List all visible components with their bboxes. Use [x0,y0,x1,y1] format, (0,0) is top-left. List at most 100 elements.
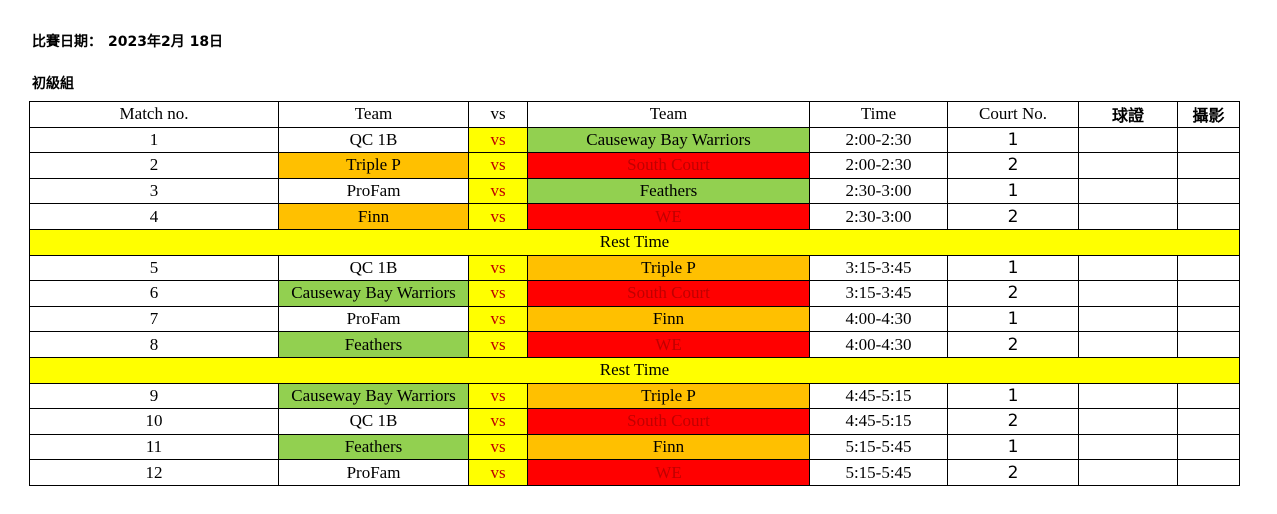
court-number-cell: 2 [947,331,1079,358]
vs-cell: vs [468,459,528,486]
match-row: 9 Causeway Bay Warriors vs Triple P 4:45-5:1… [29,382,1240,410]
match-row: 5 QC 1B vs Triple P 3:15-3:45 1 [29,254,1240,282]
time-cell: 5:15-5:45 [809,433,948,461]
match-number-cell: 8 [29,331,279,358]
team-2-cell: South Court [527,152,810,179]
team-1-cell: QC 1B [278,126,469,154]
referee-cell [1078,331,1178,358]
match-row: 11 Feathers vs Finn 5:15-5:45 1 [29,433,1240,461]
team-2-cell: South Court [527,408,810,435]
referee-cell [1078,254,1178,282]
team-2-cell: Feathers [527,177,810,205]
photography-cell [1177,152,1240,179]
photography-cell [1177,382,1240,410]
team-1-cell: Triple P [278,152,469,179]
vs-cell: vs [468,305,528,333]
court-number-cell: 2 [947,408,1079,435]
team-2-cell: Finn [527,433,810,461]
photography-cell [1177,459,1240,486]
referee-cell [1078,382,1178,410]
photography-cell [1177,177,1240,205]
court-number-cell: 2 [947,203,1079,230]
team-1-cell: Feathers [278,433,469,461]
vs-cell: vs [468,382,528,410]
rest-time-row: Rest Time [29,228,1240,256]
team-1-cell: ProFam [278,459,469,486]
team-1-cell: ProFam [278,305,469,333]
team-2-cell: Triple P [527,254,810,282]
team-1-cell: Feathers [278,331,469,358]
match-number-cell: 6 [29,280,279,307]
time-cell: 2:00-2:30 [809,126,948,154]
court-number-cell: 2 [947,459,1079,486]
vs-cell: vs [468,433,528,461]
photography-cell [1177,331,1240,358]
photography-cell [1177,433,1240,461]
match-number-cell: 11 [29,433,279,461]
referee-cell [1078,280,1178,307]
referee-cell [1078,433,1178,461]
photography-cell [1177,126,1240,154]
col-header-time: Time [809,101,948,128]
match-number-cell: 2 [29,152,279,179]
rest-time-label: Rest Time [29,228,1240,256]
court-number-cell: 2 [947,152,1079,179]
vs-cell: vs [468,177,528,205]
referee-cell [1078,459,1178,486]
time-cell: 3:15-3:45 [809,254,948,282]
time-cell: 4:45-5:15 [809,408,948,435]
match-date-label: 比賽日期： [32,34,102,50]
time-cell: 4:00-4:30 [809,305,948,333]
court-number-cell: 1 [947,433,1079,461]
court-number-cell: 1 [947,382,1079,410]
court-number-cell: 1 [947,305,1079,333]
team-2-cell: Causeway Bay Warriors [527,126,810,154]
col-header-vs: vs [468,101,528,128]
team-2-cell: Triple P [527,382,810,410]
match-row: 3 ProFam vs Feathers 2:30-3:00 1 [29,177,1240,205]
match-date-value: 2023年2月 18日 [108,34,224,50]
match-number-cell: 12 [29,459,279,486]
vs-cell: vs [468,331,528,358]
team-2-cell: South Court [527,280,810,307]
team-2-cell: WE [527,203,810,230]
photography-cell [1177,280,1240,307]
photography-cell [1177,408,1240,435]
team-1-cell: Finn [278,203,469,230]
referee-cell [1078,203,1178,230]
col-header-photography: 攝影 [1177,101,1240,128]
col-header-match-no: Match no. [29,101,279,128]
team-2-cell: WE [527,459,810,486]
time-cell: 5:15-5:45 [809,459,948,486]
photography-cell [1177,305,1240,333]
match-row: 10 QC 1B vs South Court 4:45-5:15 2 [29,408,1240,435]
vs-cell: vs [468,280,528,307]
team-1-cell: Causeway Bay Warriors [278,280,469,307]
match-number-cell: 10 [29,408,279,435]
group-title: 初級組 [32,76,74,92]
rest-time-row: Rest Time [29,356,1240,384]
schedule-body: 1 QC 1B vs Causeway Bay Warriors 2:00-2:30 1 2… [29,126,1240,486]
match-date: 比賽日期： 2023年2月 18日 [32,31,229,51]
team-1-cell: QC 1B [278,408,469,435]
col-header-referee: 球證 [1078,101,1178,128]
match-number-cell: 1 [29,126,279,154]
time-cell: 3:15-3:45 [809,280,948,307]
match-number-cell: 7 [29,305,279,333]
vs-cell: vs [468,203,528,230]
rest-time-label: Rest Time [29,356,1240,384]
photography-cell [1177,203,1240,230]
team-2-cell: Finn [527,305,810,333]
time-cell: 4:00-4:30 [809,331,948,358]
referee-cell [1078,126,1178,154]
referee-cell [1078,152,1178,179]
match-row: 7 ProFam vs Finn 4:00-4:30 1 [29,305,1240,333]
vs-cell: vs [468,254,528,282]
match-row: 8 Feathers vs WE 4:00-4:30 2 [29,331,1240,358]
vs-cell: vs [468,126,528,154]
match-number-cell: 4 [29,203,279,230]
court-number-cell: 1 [947,126,1079,154]
col-header-team-1: Team [278,101,469,128]
match-number-cell: 9 [29,382,279,410]
